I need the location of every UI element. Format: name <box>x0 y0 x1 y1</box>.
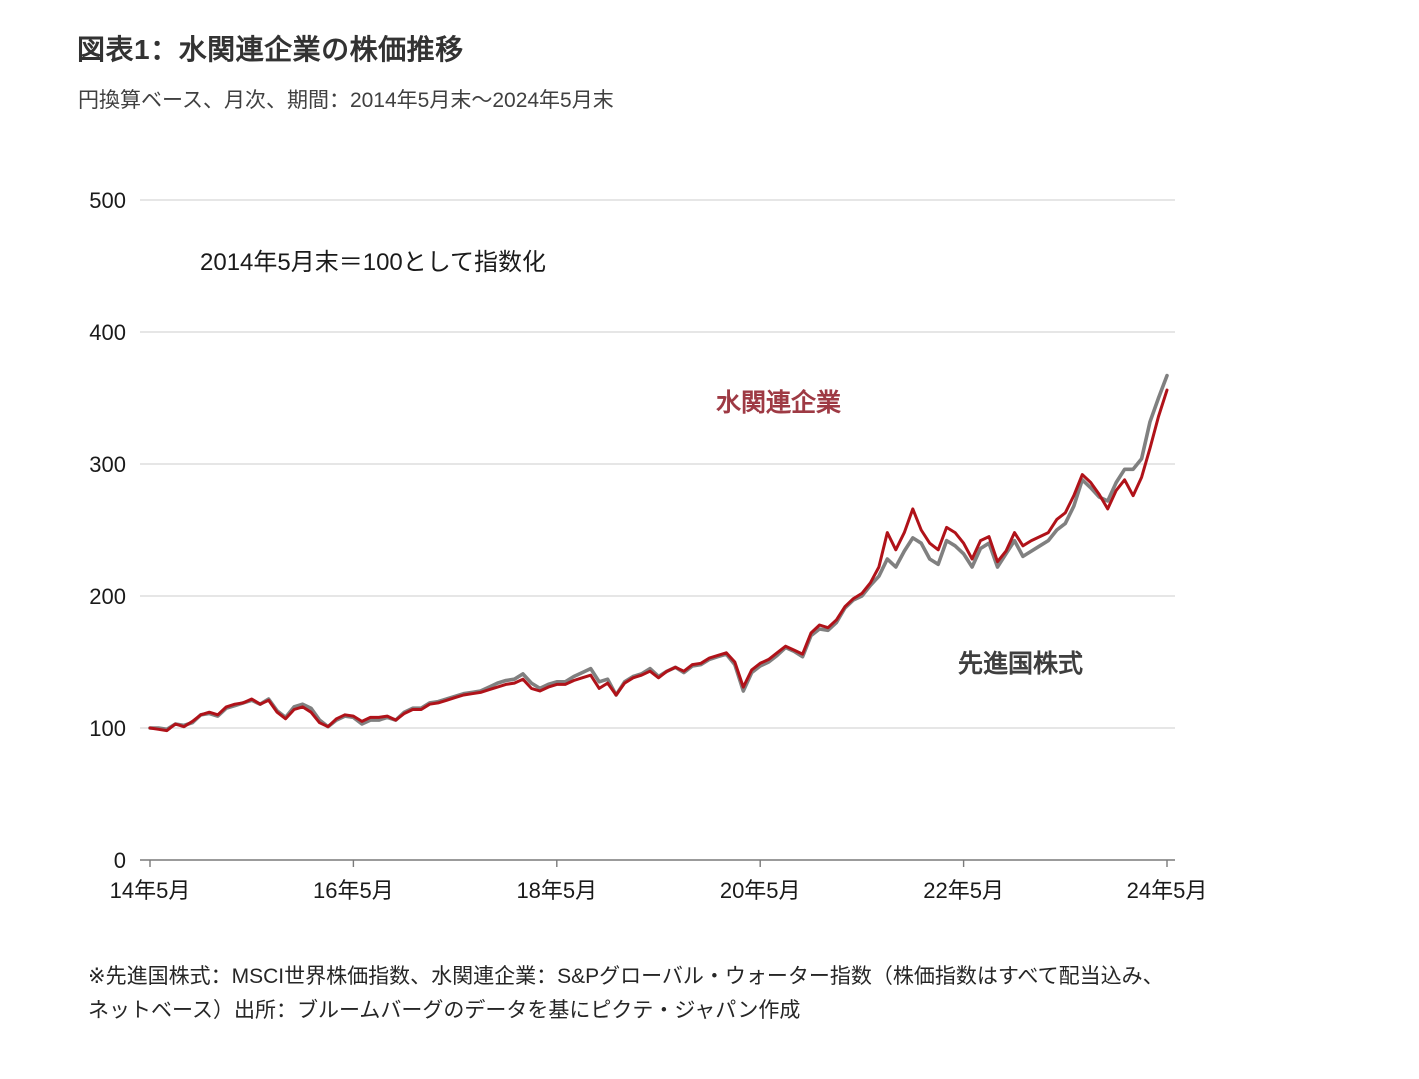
x-tick-label-3: 20年5月 <box>720 878 801 903</box>
y-tick-label-100: 100 <box>89 716 126 741</box>
x-tick-label-5: 24年5月 <box>1127 878 1208 903</box>
figure-subtitle: 円換算ベース、月次、期間：2014年5月末～2024年5月末 <box>78 89 614 112</box>
x-tick-label-2: 18年5月 <box>516 878 597 903</box>
index-base-annotation: 2014年5月末＝100として指数化 <box>200 249 547 276</box>
x-tick-label-0: 14年5月 <box>110 878 191 903</box>
y-tick-label-0: 0 <box>114 848 126 873</box>
figure-title: 図表1：水関連企業の株価推移 <box>77 34 464 65</box>
source-footnote: ※先進国株式：MSCI世界株価指数、水関連企業：S&Pグローバル・ウォーター指数… <box>88 960 1358 1027</box>
series-line-water-companies <box>148 388 1169 733</box>
series-label-water-companies: 水関連企業 <box>716 389 842 417</box>
x-tick-label-1: 16年5月 <box>313 878 394 903</box>
series-label-developed-equities: 先進国株式 <box>958 650 1084 678</box>
y-tick-label-500: 500 <box>89 188 126 213</box>
y-tick-label-300: 300 <box>89 452 126 477</box>
y-tick-label-200: 200 <box>89 584 126 609</box>
footnote-line-2: ネットベース）出所：ブルームバーグのデータを基にピクテ・ジャパン作成 <box>88 998 801 1022</box>
y-tick-label-400: 400 <box>89 320 126 345</box>
x-tick-label-4: 22年5月 <box>923 878 1004 903</box>
footnote-line-1: ※先進国株式：MSCI世界株価指数、水関連企業：S&Pグローバル・ウォーター指数… <box>88 965 1164 988</box>
